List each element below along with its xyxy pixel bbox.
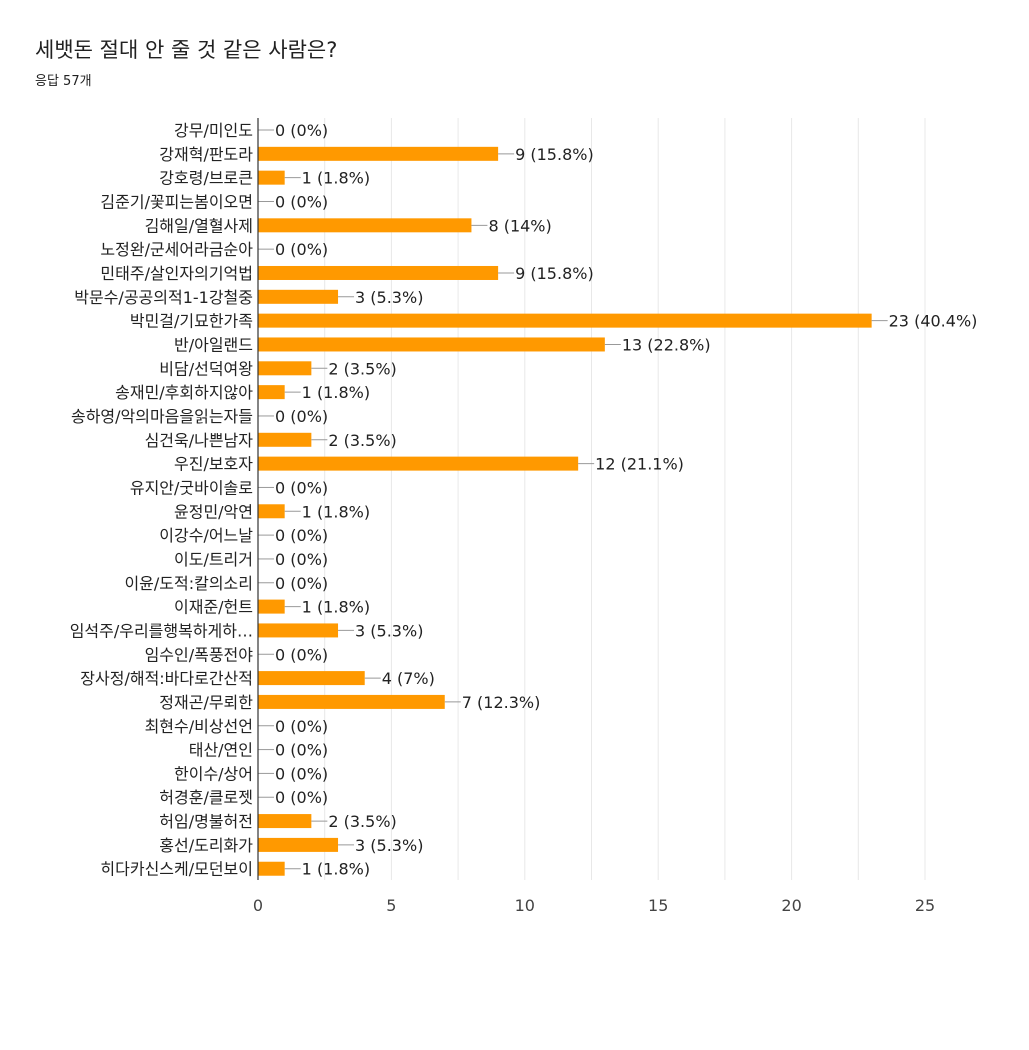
category-label: 태산/연인	[189, 741, 253, 760]
value-label: 2 (3.5%)	[328, 431, 396, 450]
value-label: 1 (1.8%)	[302, 598, 370, 617]
value-label: 0 (0%)	[275, 240, 328, 259]
bar	[258, 837, 339, 852]
category-label: 임석주/우리를행복하게하…	[70, 621, 253, 640]
bar	[258, 432, 312, 447]
value-label: 1 (1.8%)	[302, 860, 370, 879]
value-label: 13 (22.8%)	[622, 335, 711, 354]
bar	[258, 313, 872, 328]
value-label: 0 (0%)	[275, 764, 328, 783]
bar	[258, 694, 445, 709]
x-tick-label: 5	[386, 896, 396, 915]
category-label: 김준기/꽃피는봄이오면	[100, 192, 253, 211]
value-label: 0 (0%)	[275, 550, 328, 569]
value-label: 0 (0%)	[275, 192, 328, 211]
bar	[258, 265, 499, 280]
value-label: 3 (5.3%)	[355, 836, 423, 855]
category-label: 히다카신스케/모던보이	[100, 860, 253, 879]
category-label: 허경훈/클로젯	[159, 788, 253, 807]
category-label: 노정완/군세어라금순아	[100, 240, 253, 259]
category-label: 심건욱/나쁜남자	[145, 431, 254, 450]
value-label: 3 (5.3%)	[355, 288, 423, 307]
category-label: 홍선/도리화가	[159, 836, 253, 855]
value-label: 0 (0%)	[275, 717, 328, 736]
bar	[258, 218, 472, 233]
x-tick-label: 15	[648, 896, 668, 915]
category-label: 송재민/후회하지않아	[115, 383, 253, 402]
category-label: 강호령/브로큰	[159, 169, 253, 188]
value-label: 4 (7%)	[382, 669, 435, 688]
category-label: 정재곤/무뢰한	[159, 693, 253, 712]
category-label: 우진/보호자	[174, 455, 253, 474]
value-label: 9 (15.8%)	[515, 264, 594, 283]
bar	[258, 361, 312, 376]
value-label: 2 (3.5%)	[328, 359, 396, 378]
value-label: 23 (40.4%)	[889, 312, 978, 331]
category-label: 비담/선덕여왕	[159, 359, 253, 378]
category-label: 박문수/공공의적1-1강철중	[74, 288, 253, 307]
bar	[258, 504, 285, 519]
value-label: 1 (1.8%)	[302, 169, 370, 188]
bar	[258, 289, 339, 304]
category-label: 김해일/열혈사제	[145, 216, 253, 235]
value-label: 0 (0%)	[275, 741, 328, 760]
bar	[258, 861, 285, 876]
value-label: 0 (0%)	[275, 121, 328, 140]
value-label: 0 (0%)	[275, 478, 328, 497]
bar	[258, 456, 579, 471]
response-count: 응답 57개	[35, 74, 92, 89]
category-label: 최현수/비상선언	[145, 717, 253, 736]
value-label: 3 (5.3%)	[355, 621, 423, 640]
value-label: 0 (0%)	[275, 645, 328, 664]
value-label: 0 (0%)	[275, 788, 328, 807]
x-tick-label: 20	[781, 896, 801, 915]
bar	[258, 170, 285, 185]
bar	[258, 337, 605, 352]
value-label: 8 (14%)	[488, 216, 551, 235]
value-label: 12 (21.1%)	[595, 455, 684, 474]
value-label: 1 (1.8%)	[302, 383, 370, 402]
value-label: 9 (15.8%)	[515, 145, 594, 164]
category-label: 민태주/살인자의기억법	[100, 264, 253, 283]
bar	[258, 599, 285, 614]
value-label: 7 (12.3%)	[462, 693, 541, 712]
value-label: 1 (1.8%)	[302, 502, 370, 521]
category-label: 이도/트리거	[174, 550, 253, 569]
category-label: 윤정민/악연	[174, 502, 253, 521]
category-label: 한이수/상어	[174, 764, 253, 783]
bar	[258, 814, 312, 829]
category-label: 이강수/어느날	[159, 526, 253, 545]
x-tick-label: 0	[253, 896, 263, 915]
category-label: 박민걸/기묘한가족	[130, 312, 253, 331]
bar	[258, 623, 339, 638]
bar	[258, 385, 285, 400]
bar	[258, 671, 365, 686]
category-label: 이윤/도적:칼의소리	[124, 574, 253, 593]
x-tick-label: 25	[915, 896, 935, 915]
category-label: 유지안/굿바이솔로	[130, 478, 253, 497]
bar	[258, 146, 499, 161]
category-label: 장사정/해적:바다로간산적	[80, 669, 253, 688]
category-label: 이재준/헌트	[174, 598, 253, 617]
value-label: 0 (0%)	[275, 526, 328, 545]
category-label: 허임/명불허전	[159, 812, 253, 831]
category-label: 강무/미인도	[174, 121, 253, 140]
category-label: 강재혁/판도라	[159, 145, 253, 164]
value-label: 0 (0%)	[275, 574, 328, 593]
question-title: 세뱃돈 절대 안 줄 것 같은 사람은?	[35, 38, 338, 62]
category-label: 반/아일랜드	[174, 335, 253, 354]
category-label: 임수인/폭풍전야	[145, 645, 254, 664]
value-label: 0 (0%)	[275, 407, 328, 426]
value-label: 2 (3.5%)	[328, 812, 396, 831]
x-tick-label: 10	[515, 896, 535, 915]
category-label: 송하영/악의마음을읽는자들	[71, 407, 253, 426]
